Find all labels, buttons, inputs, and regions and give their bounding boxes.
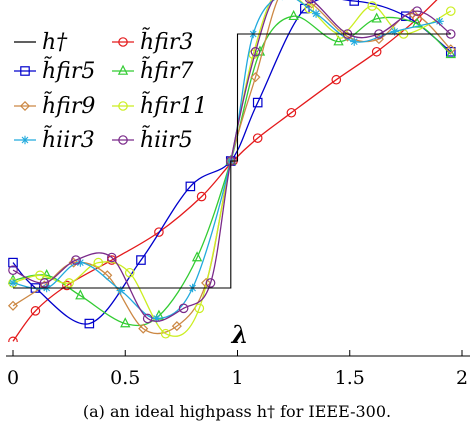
data-point-fir11 (304, 3, 315, 14)
data-point-fir3 (196, 191, 207, 202)
data-point-fir11 (367, 1, 377, 11)
series-line-fir11 (12, 0, 452, 337)
data-point-fir9 (7, 300, 19, 311)
legend-label-fir9: h̃fir9 (42, 92, 95, 119)
series-layer (7, 0, 456, 342)
legend-label-fir11: h̃fir11 (140, 92, 207, 119)
data-point-iir5 (205, 278, 216, 288)
x-axis-label: λ (231, 320, 249, 349)
legend-marker-fir7 (117, 64, 129, 75)
data-point-iir5 (106, 252, 117, 263)
legend-marker-fir3 (118, 37, 128, 47)
data-point-fir5 (349, 0, 360, 6)
data-point-iir5 (8, 265, 18, 276)
legend-marker-iir3 (20, 135, 30, 145)
legend-marker-iir5 (118, 135, 128, 145)
data-point-fir7 (445, 48, 456, 59)
data-point-fir9 (138, 323, 149, 334)
data-point-fir3 (30, 306, 41, 316)
data-point-fir9 (250, 72, 261, 83)
x-tick-label: 0 (7, 367, 19, 389)
legend-marker-fir5 (20, 66, 30, 76)
data-point-iir5 (412, 6, 422, 16)
data-point-fir7 (288, 9, 299, 21)
data-point-fir7 (191, 251, 203, 262)
data-point-fir3 (62, 280, 72, 291)
data-point-fir5 (401, 11, 411, 22)
data-point-fir3 (252, 133, 263, 143)
data-point-fir5 (8, 257, 18, 268)
x-tick-label: 1.5 (335, 367, 365, 389)
data-point-fir3 (286, 107, 297, 118)
data-point-iir3 (152, 314, 161, 323)
data-point-fir11 (124, 267, 135, 278)
x-tick-label: 1 (231, 367, 243, 389)
data-point-fir11 (35, 270, 45, 281)
series-line-fir9 (12, 0, 452, 335)
legend-label-fir5: h̃fir5 (42, 57, 95, 84)
legend-label-fir7: h̃fir7 (140, 57, 193, 84)
data-point-iir5 (39, 278, 50, 288)
data-point-fir11 (93, 257, 104, 268)
data-point-fir3 (154, 227, 164, 237)
legend-marker-fir9 (19, 100, 31, 112)
data-point-fir5 (185, 181, 196, 192)
data-point-fir11 (194, 303, 205, 314)
data-point-fir9 (171, 321, 182, 332)
legend: h† h̃fir3 h̃fir5 h̃fir7 h̃fir9 h̃fir11 h̃iir3 h… (14, 28, 207, 153)
data-point-iir3 (435, 17, 444, 26)
data-point-fir7 (75, 289, 86, 300)
series-line-fir3 (12, 0, 438, 342)
data-point-fir9 (407, 8, 418, 19)
data-point-iir5 (142, 313, 153, 324)
data-point-fir11 (160, 328, 171, 339)
data-point-fir5 (136, 255, 146, 265)
x-tick-label: 0.5 (110, 367, 140, 389)
data-point-fir3 (8, 336, 18, 342)
data-point-fir3 (106, 255, 117, 265)
data-point-fir7 (120, 317, 131, 328)
legend-label-ideal: h† (42, 30, 68, 55)
data-point-iir3 (8, 278, 18, 288)
data-point-fir7 (371, 12, 382, 23)
x-tick-label: 2 (456, 367, 468, 389)
data-point-iir3 (116, 286, 125, 295)
data-point-iir3 (311, 9, 321, 18)
data-point-iir3 (390, 27, 399, 36)
legend-marker-fir11 (118, 101, 128, 111)
data-point-fir11 (445, 6, 456, 16)
legend-label-iir5: h̃iir5 (140, 126, 193, 153)
data-point-fir5 (445, 46, 456, 57)
data-point-fir7 (333, 35, 344, 46)
data-point-iir5 (178, 303, 189, 314)
data-point-iir3 (76, 258, 85, 267)
data-point-iir3 (350, 37, 359, 46)
data-point-fir3 (371, 46, 382, 57)
data-point-fir7 (411, 17, 423, 28)
legend-label-fir3: h̃fir3 (140, 28, 193, 55)
data-point-iir5 (71, 255, 81, 265)
data-point-fir11 (64, 278, 74, 288)
data-point-fir3 (331, 74, 342, 85)
data-point-fir5 (252, 97, 263, 108)
x-axis: 0 0.5 1 1.5 2 (6, 350, 470, 389)
data-point-fir9 (68, 257, 79, 268)
data-point-fir9 (445, 44, 456, 55)
data-point-fir5 (84, 318, 95, 329)
legend-label-iir3: h̃iir3 (42, 126, 95, 153)
figure-caption: (a) an ideal highpass h† for IEEE-300. (83, 402, 391, 421)
data-point-iir5 (250, 46, 261, 57)
series-line-ideal (13, 33, 451, 289)
data-point-iir5 (304, 0, 314, 4)
